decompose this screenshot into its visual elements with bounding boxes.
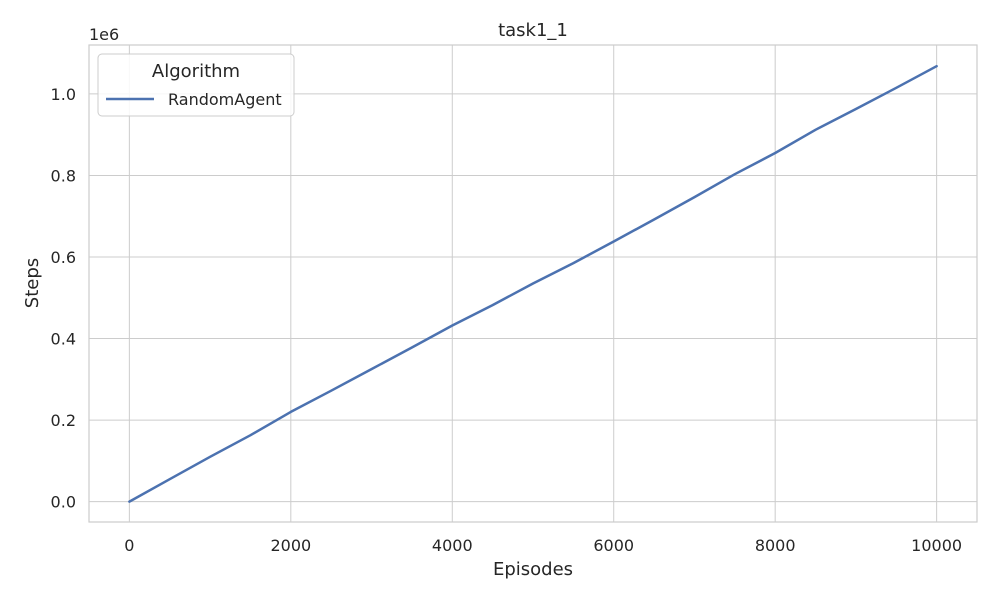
data-point	[290, 411, 292, 413]
y-tick-label: 0.8	[51, 166, 76, 185]
data-point	[774, 152, 776, 154]
data-point	[128, 501, 130, 503]
legend-title: Algorithm	[152, 61, 240, 82]
data-point	[532, 283, 534, 284]
x-tick-label: 8000	[755, 536, 796, 555]
data-point	[815, 129, 817, 131]
x-tick-label: 4000	[432, 536, 473, 555]
x-tick-label: 10000	[911, 536, 962, 555]
y-tick-label: 0.2	[51, 411, 76, 430]
y-axis-offset-label: 1e6	[89, 25, 119, 44]
grid-lines	[89, 45, 977, 522]
y-tick-label: 0.4	[51, 330, 76, 349]
data-point	[855, 108, 857, 110]
data-point	[209, 456, 211, 458]
series-lines	[128, 64, 938, 503]
legend-box	[97, 53, 295, 117]
legend-label-randomagent: RandomAgent	[168, 90, 282, 109]
data-point	[451, 324, 453, 326]
x-tick-label: 0	[124, 536, 134, 555]
data-point	[653, 218, 655, 220]
legend: Algorithm RandomAgent	[97, 53, 295, 117]
data-point	[492, 304, 494, 306]
data-point	[371, 368, 373, 370]
data-point	[330, 390, 332, 392]
y-tick-label: 0.6	[51, 248, 76, 267]
data-point	[249, 434, 251, 436]
data-point	[734, 173, 736, 175]
chart-title: task1_1	[498, 20, 568, 41]
x-axis-title: Episodes	[493, 559, 573, 580]
data-point	[613, 241, 615, 243]
data-point	[411, 347, 413, 349]
y-tick-label: 0.0	[51, 493, 76, 512]
data-point	[936, 65, 938, 67]
y-tick-label: 1.0	[51, 85, 76, 104]
data-point	[169, 478, 171, 480]
y-axis-title: Steps	[22, 258, 43, 308]
data-point	[693, 196, 695, 198]
tick-labels: 0 2000 4000 6000 8000 10000 0.0 0.2 0.4 0.6 0.8 1.0	[51, 85, 963, 555]
data-point	[895, 87, 897, 89]
data-point	[572, 262, 574, 264]
x-tick-label: 2000	[270, 536, 311, 555]
x-tick-label: 6000	[593, 536, 634, 555]
